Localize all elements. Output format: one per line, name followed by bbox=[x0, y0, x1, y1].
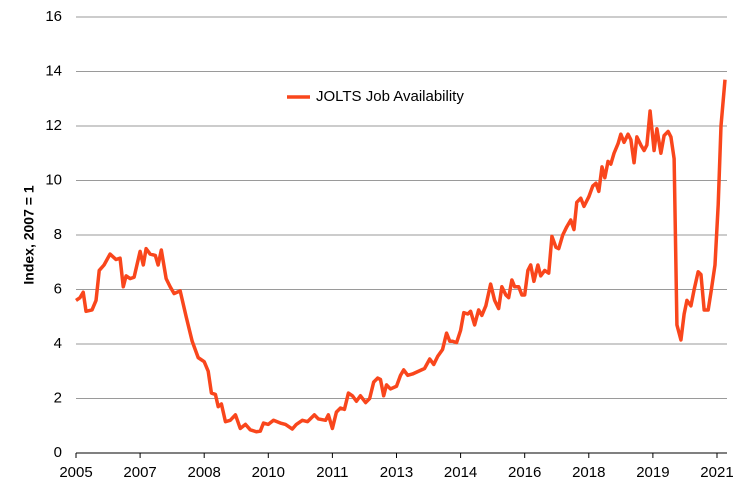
y-tick-label: 0 bbox=[54, 444, 62, 461]
y-tick-label: 16 bbox=[45, 8, 62, 25]
x-tick-label: 2005 bbox=[59, 464, 92, 481]
y-tick-label: 2 bbox=[54, 389, 62, 406]
y-tick-label: 6 bbox=[54, 280, 62, 297]
x-tick-label: 2010 bbox=[252, 464, 285, 481]
y-axis-label: Index, 2007 = 1 bbox=[21, 185, 37, 284]
line bbox=[75, 79, 727, 434]
x-tick-label: 2013 bbox=[380, 464, 413, 481]
y-tick-label: 12 bbox=[45, 117, 62, 134]
legend-label: JOLTS Job Availability bbox=[316, 88, 464, 105]
x-tick-label: 2014 bbox=[444, 464, 477, 481]
x-tick-label: 2018 bbox=[572, 464, 605, 481]
x-tick-label: 2021 bbox=[700, 464, 733, 481]
y-tick-label: 8 bbox=[54, 226, 62, 243]
x-tick-label: 2007 bbox=[123, 464, 156, 481]
y-tick-label: 10 bbox=[45, 171, 62, 188]
y-tick-label: 4 bbox=[54, 335, 62, 352]
x-tick-label: 2008 bbox=[188, 464, 221, 481]
x-tick-label: 2011 bbox=[316, 464, 348, 481]
x-tick-label: 2016 bbox=[508, 464, 541, 481]
x-tick-label: 2019 bbox=[636, 464, 669, 481]
y-tick-label: 14 bbox=[45, 62, 62, 79]
